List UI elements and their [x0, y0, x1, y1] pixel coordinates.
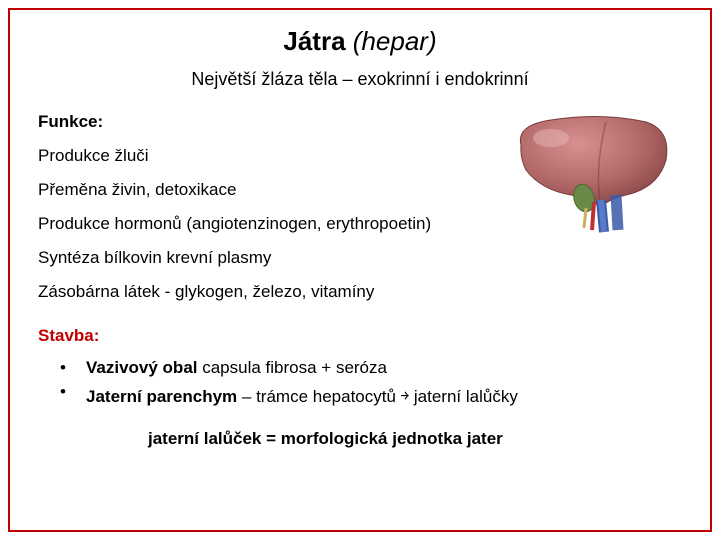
bullet-rest: – trámce hepatocytů ￫ jaterní lalůčky: [237, 387, 518, 406]
funkce-item: Syntéza bílkovin krevní plasmy: [38, 248, 682, 268]
bullet-text: Vazivový obal capsula fibrosa + seróza: [86, 358, 387, 378]
title-italic: (hepar): [353, 26, 437, 56]
bullet-dot: •: [60, 358, 86, 378]
bullet-bold: Jaterní parenchym: [86, 387, 237, 406]
bullet-text: Jaterní parenchym – trámce hepatocytů ￫ …: [86, 382, 518, 407]
slide-title: Játra (hepar): [38, 26, 682, 57]
stavba-label: Stavba:: [38, 326, 682, 346]
bullet-row: • Jaterní parenchym – trámce hepatocytů …: [60, 382, 682, 407]
title-bold: Játra: [283, 26, 345, 56]
stavba-bullets: • Vazivový obal capsula fibrosa + seróza…: [60, 358, 682, 407]
slide-frame: Játra (hepar) Největší žláza těla – exok…: [8, 8, 712, 532]
liver-illustration: [506, 110, 676, 240]
subtitle: Největší žláza těla – exokrinní i endokr…: [38, 69, 682, 90]
bullet-bold: Vazivový obal: [86, 358, 198, 377]
stavba-footer: jaterní lalůček = morfologická jednotka …: [148, 429, 682, 449]
funkce-item: Zásobárna látek - glykogen, železo, vita…: [38, 282, 682, 302]
bullet-rest: capsula fibrosa + seróza: [198, 358, 387, 377]
bullet-dot: •: [60, 382, 86, 407]
bullet-row: • Vazivový obal capsula fibrosa + seróza: [60, 358, 682, 378]
